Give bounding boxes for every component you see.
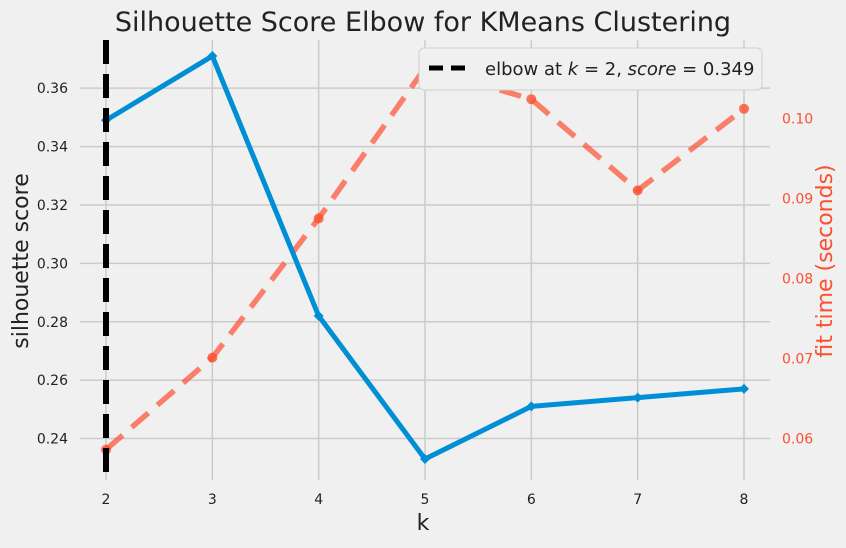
- fit-time-point: [526, 94, 537, 105]
- x-axis-label: k: [417, 511, 430, 536]
- fit-time-point: [313, 213, 324, 224]
- chart-title: Silhouette Score Elbow for KMeans Cluste…: [115, 7, 731, 38]
- right-axis: 0.06 0.07 0.08 0.09 0.10: [782, 111, 813, 447]
- y-tick-label: 0.32: [37, 198, 68, 214]
- silhouette-point: [207, 51, 218, 62]
- x-tick-label: 4: [314, 492, 323, 508]
- y-tick-label: 0.36: [37, 81, 68, 97]
- y-axis-right-label: fit time (seconds): [813, 164, 838, 357]
- silhouette-point: [526, 401, 537, 412]
- y-tick-label: 0.26: [37, 373, 68, 389]
- left-axis: 0.24 0.26 0.28 0.30 0.32 0.34 0.36: [37, 81, 68, 447]
- silhouette-point: [632, 392, 643, 403]
- y-tick-label: 0.34: [37, 140, 68, 156]
- silhouette-point: [420, 453, 430, 464]
- fit-time-point: [739, 103, 749, 114]
- x-tick-label: 5: [421, 492, 430, 508]
- x-tick-label: 8: [740, 492, 749, 508]
- fit-time-point: [207, 352, 218, 363]
- x-tick-label: 2: [102, 492, 111, 508]
- legend-elbow-label: elbow at k = 2, score = 0.349: [485, 59, 754, 80]
- x-axis: 2 3 4 5 6 7 8: [102, 492, 749, 508]
- legend: elbow at k = 2, score = 0.349: [418, 47, 763, 91]
- legend-box: [418, 47, 763, 91]
- y-tick-label: 0.24: [37, 432, 68, 448]
- silhouette-point: [739, 383, 749, 394]
- x-tick-label: 6: [527, 492, 536, 508]
- fit-time-point: [632, 185, 643, 196]
- y-right-tick-label: 0.09: [782, 191, 813, 207]
- y-axis-label: silhouette score: [9, 173, 34, 348]
- x-tick-label: 7: [633, 492, 642, 508]
- y-right-tick-label: 0.10: [782, 111, 813, 127]
- y-right-tick-label: 0.07: [782, 351, 813, 367]
- y-tick-label: 0.30: [37, 256, 68, 272]
- x-tick-label: 3: [208, 492, 217, 508]
- y-tick-label: 0.28: [37, 315, 68, 331]
- y-right-tick-label: 0.08: [782, 271, 813, 287]
- y-right-tick-label: 0.06: [782, 431, 813, 447]
- silhouette-point: [313, 310, 324, 321]
